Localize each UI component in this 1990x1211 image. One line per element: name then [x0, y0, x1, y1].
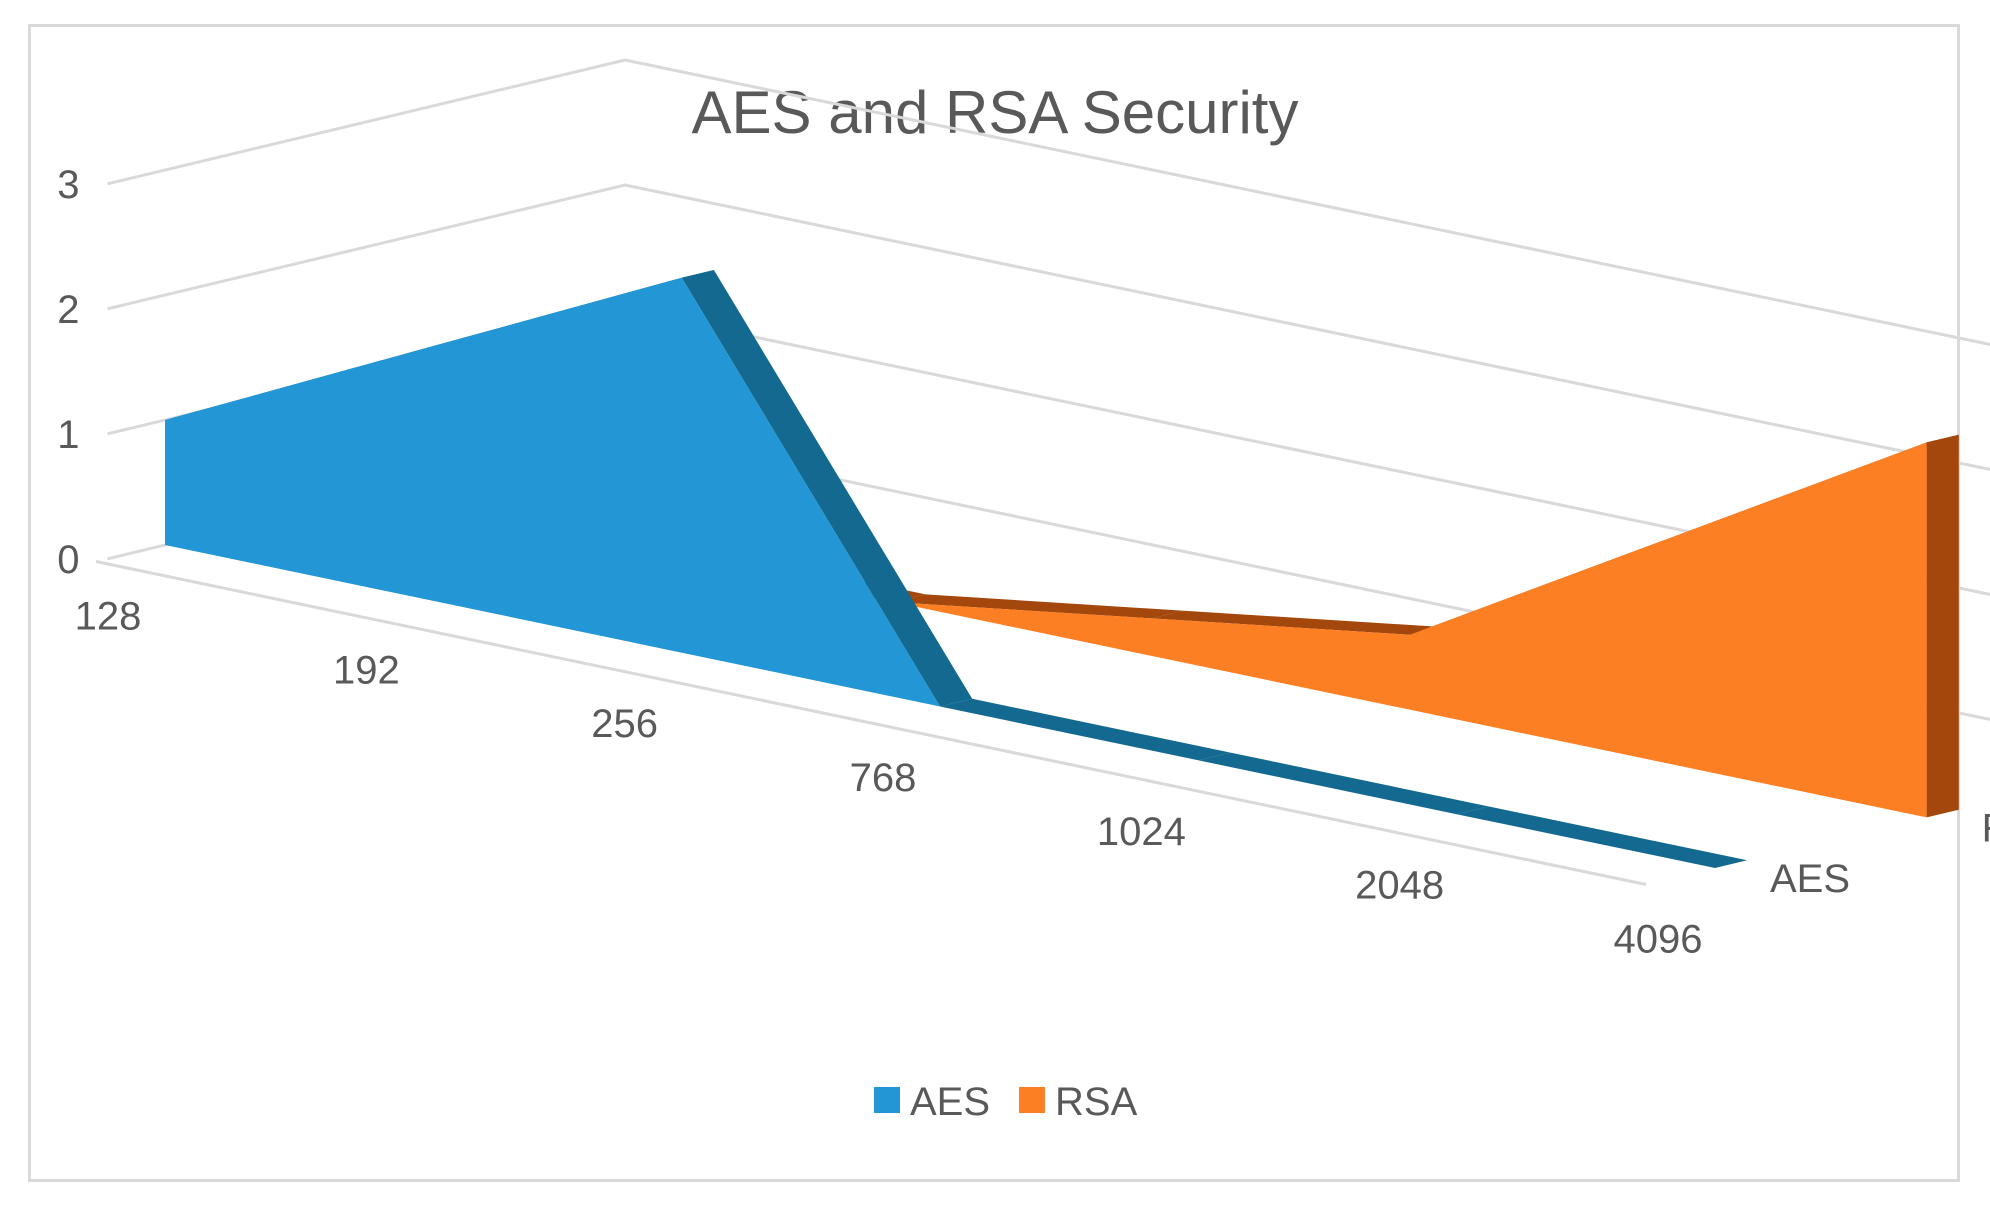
aes-top-strip: [681, 270, 973, 707]
y-axis: 0 1 2 3: [57, 163, 79, 582]
rsa-area: [376, 442, 1927, 818]
legend-swatch-aes: [874, 1087, 900, 1113]
aes-top-strip: [940, 698, 1231, 761]
x-tick-label: 1024: [1097, 810, 1186, 854]
depth-axis: AES RSA: [1770, 806, 1990, 901]
legend: AES RSA: [874, 1080, 1138, 1124]
legend-label-rsa: RSA: [1055, 1080, 1138, 1124]
gridline: [107, 183, 1990, 471]
x-tick-label: 4096: [1614, 918, 1703, 962]
gridline: [107, 58, 1990, 346]
y-tick-label: 2: [57, 288, 79, 332]
rsa-top-strip: [893, 594, 1184, 619]
legend-swatch-rsa: [1019, 1087, 1045, 1113]
depth-label-aes: AES: [1770, 857, 1850, 901]
aes-area: [165, 277, 1715, 868]
aes-top-strip: [1198, 752, 1489, 815]
rsa-top-strip: [1151, 610, 1443, 635]
y-tick-label: 1: [57, 413, 79, 457]
y-tick-label: 3: [57, 163, 79, 207]
series-aes: [165, 270, 1748, 868]
x-tick-label: 2048: [1355, 864, 1444, 908]
y-tick-label: 0: [57, 538, 79, 582]
rsa-end-cap: [1926, 434, 1959, 818]
x-tick-label: 128: [75, 595, 142, 639]
x-tick-label: 256: [591, 702, 658, 746]
chart-title: AES and RSA Security: [692, 79, 1299, 146]
x-tick-label: 768: [850, 756, 917, 800]
x-tick-label: 192: [333, 648, 400, 692]
aes-top-strip: [1456, 806, 1748, 868]
floor-edge: [95, 560, 1647, 886]
legend-label-aes: AES: [910, 1080, 990, 1124]
x-axis: 128 192 256 768 1024 2048 4096: [75, 595, 1703, 962]
depth-label-rsa: RSA: [1982, 806, 1990, 850]
